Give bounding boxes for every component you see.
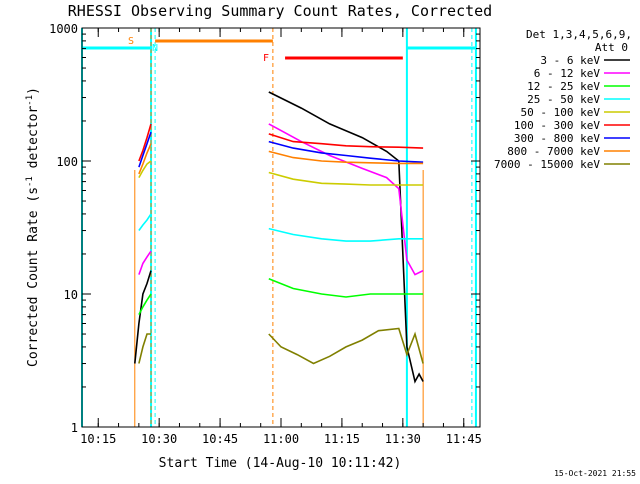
series-line-6-a bbox=[138, 123, 152, 162]
series-line-9-a bbox=[138, 333, 151, 364]
x-tick-label: 10:30 bbox=[141, 432, 177, 446]
series-line-8-b bbox=[268, 150, 424, 165]
x-tick-label: 11:45 bbox=[446, 432, 482, 446]
y-axis-label-sup2: -1 bbox=[25, 95, 35, 106]
series-line-7-b bbox=[268, 140, 424, 163]
chart-title: RHESSI Observing Summary Count Rates, Co… bbox=[68, 2, 492, 20]
y-axis-label-sup1: -1 bbox=[25, 176, 35, 187]
y-axis-label-mid: detector bbox=[26, 106, 41, 177]
n-marker-label: N bbox=[152, 43, 158, 54]
axes: 1 10 100 1000 10:15 10:30 10:45 11:00 11:15 11:30… bbox=[49, 22, 482, 446]
x-tick-label: 11:15 bbox=[324, 432, 360, 446]
legend-label-5: 50 - 100 keV bbox=[521, 106, 601, 119]
x-axis-label: Start Time (14-Aug-10 10:11:42) bbox=[159, 456, 402, 471]
series-line-4-a bbox=[138, 213, 152, 231]
series-line-3-a bbox=[138, 293, 152, 315]
legend-label-7: 300 - 800 keV bbox=[514, 132, 600, 145]
y-axis-label-main: Corrected Count Rate (s bbox=[26, 187, 41, 367]
series-line-5-b bbox=[268, 171, 424, 186]
series-line-6-b bbox=[268, 133, 424, 149]
series-line-2-b bbox=[268, 123, 424, 276]
legend-label-9: 7000 - 15000 keV bbox=[494, 158, 600, 171]
x-tick-label: 11:00 bbox=[263, 432, 299, 446]
series-line-4-b bbox=[268, 227, 424, 242]
f-marker-label: F bbox=[263, 53, 269, 64]
y-axis-label: Corrected Count Rate (s-1 detector-1) bbox=[25, 87, 41, 367]
series-line-1-a bbox=[134, 270, 152, 364]
observing-markers: S N F bbox=[81, 28, 477, 427]
series-line-5-a bbox=[138, 160, 152, 178]
legend-label-4: 25 - 50 keV bbox=[527, 93, 600, 106]
legend-label-1: 3 - 6 keV bbox=[540, 54, 600, 67]
y-tick-label: 1 bbox=[71, 421, 78, 435]
footer-timestamp: 15-Oct-2021 21:55 bbox=[554, 469, 636, 478]
legend-label-8: 800 - 7000 keV bbox=[507, 145, 600, 158]
series-layer bbox=[134, 91, 424, 384]
x-tick-label: 10:15 bbox=[80, 432, 116, 446]
legend-header-2: Att 0 bbox=[595, 41, 628, 54]
y-tick-label: 10 bbox=[64, 288, 78, 302]
series-line-9-b bbox=[268, 327, 424, 365]
series-line-8-a bbox=[138, 143, 152, 175]
x-tick-label: 10:45 bbox=[202, 432, 238, 446]
legend-label-2: 6 - 12 keV bbox=[534, 67, 601, 80]
legend-header-1: Det 1,3,4,5,6,9, bbox=[526, 28, 632, 41]
series-line-3-b bbox=[268, 278, 424, 298]
legend-label-3: 12 - 25 keV bbox=[527, 80, 600, 93]
y-tick-label: 1000 bbox=[49, 22, 78, 36]
y-tick-label: 100 bbox=[56, 155, 78, 169]
series-line-2-a bbox=[138, 250, 152, 275]
s-marker-label: S bbox=[128, 36, 134, 47]
legend-label-6: 100 - 300 keV bbox=[514, 119, 600, 132]
x-tick-label: 11:30 bbox=[385, 432, 421, 446]
series-line-7-a bbox=[138, 131, 152, 168]
y-axis-label-end: ) bbox=[26, 87, 41, 95]
series-line-1-b bbox=[268, 91, 424, 384]
